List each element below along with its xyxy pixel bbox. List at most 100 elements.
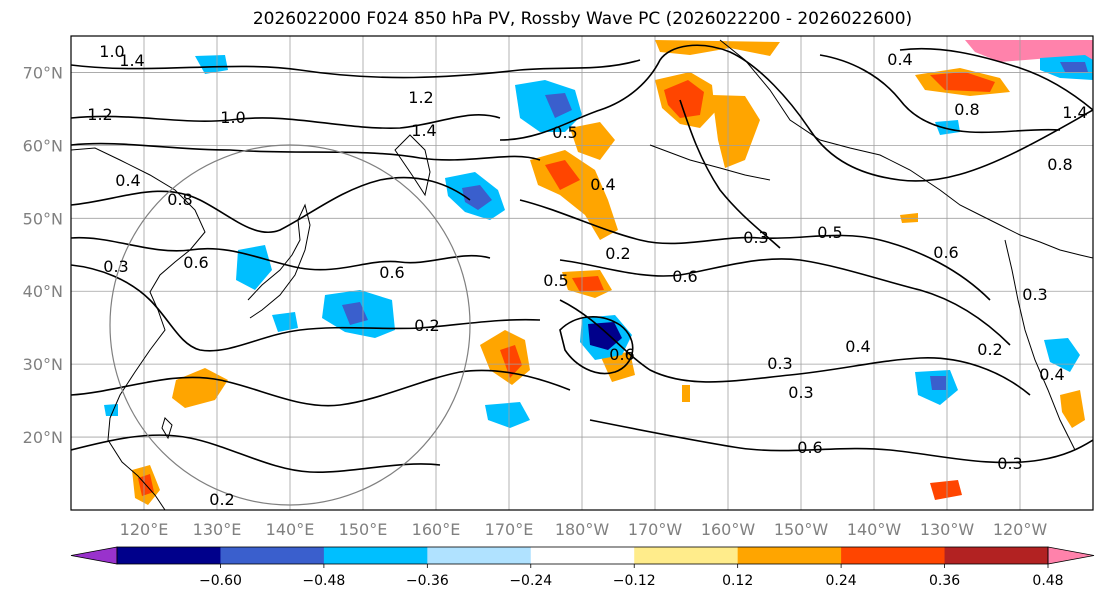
longitude-axis: 120°E 130°E 140°E 150°E 160°E 170°E 180°W 170°W… <box>120 520 1048 539</box>
colorbar-segment <box>944 547 1049 564</box>
contour-value-label: 1.4 <box>1062 103 1087 122</box>
negative-anomaly-patch <box>930 376 946 390</box>
contour-value-label: 0.3 <box>788 383 813 402</box>
contour-value-label: 1.2 <box>408 88 433 107</box>
contour-value-label: 0.3 <box>103 257 128 276</box>
contour-value-label: 0.6 <box>183 253 208 272</box>
pv-contour <box>71 142 541 161</box>
contour-labels: 1.01.41.2 1.01.21.40.40.80.60.30.20.60.20… <box>87 42 1087 509</box>
contour-value-label: 1.4 <box>411 121 436 140</box>
contour-value-label: 0.3 <box>997 454 1022 473</box>
contour-value-label: 0.4 <box>1039 365 1064 384</box>
negative-anomaly-patch <box>272 312 298 332</box>
colorbar-tick-label: −0.36 <box>406 573 449 589</box>
pv-contour <box>71 59 641 79</box>
pv-contours <box>71 44 1093 473</box>
pv-contour <box>71 114 501 129</box>
pv-contour <box>71 236 491 271</box>
colorbar: −0.60 −0.48 −0.36 −0.24 −0.12 0.12 0.24 0.36 0.4… <box>70 546 1095 589</box>
positive-anomaly-patch <box>572 276 604 292</box>
contour-value-label: 1.4 <box>119 51 144 70</box>
positive-anomaly-patch <box>930 480 962 500</box>
positive-anomaly-patch <box>545 160 580 190</box>
colorbar-extend-min <box>70 546 118 565</box>
longitude-label: 140°W <box>847 520 902 539</box>
pv-contour <box>589 419 1093 464</box>
colorbar-frame <box>116 546 1049 565</box>
longitude-label: 170°W <box>628 520 683 539</box>
contour-value-label: 0.4 <box>887 50 912 69</box>
pv-contour <box>679 99 781 249</box>
positive-anomaly-patch <box>570 122 615 160</box>
negative-anomaly-patch <box>485 402 530 428</box>
latitude-label: 20°N <box>23 428 63 447</box>
coastline-asia <box>71 147 206 510</box>
contour-value-label: 0.6 <box>609 345 634 364</box>
positive-anomaly-patch <box>664 80 704 118</box>
contour-value-label: 0.3 <box>1022 285 1047 304</box>
longitude-label: 140°E <box>266 520 315 539</box>
positive-anomaly-patch <box>930 72 995 92</box>
colorbar-tick-label: −0.60 <box>199 573 242 589</box>
coastline-taiwan <box>161 417 173 440</box>
colorbar-segment <box>220 547 325 564</box>
contour-value-label: 0.5 <box>543 271 568 290</box>
latitude-axis: 70°N 60°N 50°N 40°N 30°N 20°N <box>23 63 63 447</box>
longitude-label: 120°E <box>120 520 169 539</box>
contour-value-label: 0.6 <box>672 267 697 286</box>
pv-contour <box>899 47 1093 111</box>
contour-value-label: 0.8 <box>954 100 979 119</box>
colorbar-extend-max <box>1047 546 1095 565</box>
contour-value-label: 1.2 <box>87 105 112 124</box>
map-area: 1.01.41.2 1.01.21.40.40.80.60.30.20.60.20… <box>70 35 1094 511</box>
contour-value-label: 0.6 <box>379 263 404 282</box>
contour-value-label: 0.4 <box>845 337 870 356</box>
contour-value-label: 0.2 <box>605 244 630 263</box>
contour-value-label: 0.6 <box>797 438 822 457</box>
positive-anomaly-patch <box>712 95 760 168</box>
negative-anomaly-patch <box>1060 62 1088 72</box>
pv-contour <box>559 315 634 375</box>
colorbar-segment <box>427 547 532 564</box>
negative-anomaly-patch <box>1044 338 1080 372</box>
colorbar-tick-label: 0.24 <box>826 573 857 589</box>
longitude-label: 160°E <box>412 520 461 539</box>
colorbar-tick-label: −0.24 <box>509 573 552 589</box>
positive-anomaly-patch <box>500 345 522 378</box>
colorbar-tick-label: −0.12 <box>613 573 656 589</box>
colorbar-tick-label: 0.12 <box>722 573 753 589</box>
colorbar-segment <box>530 547 635 564</box>
coastline-aleutians <box>649 144 771 181</box>
positive-anomaly-patch <box>1060 390 1085 428</box>
coastline-kamchatka <box>394 134 431 197</box>
negative-anomaly-patch <box>342 302 368 325</box>
coastline-japan <box>247 203 311 319</box>
negative-anomaly-patch <box>195 55 228 74</box>
pv-contour <box>559 258 1011 346</box>
latitude-label: 30°N <box>23 355 63 374</box>
longitude-label: 180°W <box>555 520 610 539</box>
coastline-na-west <box>1004 239 1076 451</box>
contour-value-label: 0.5 <box>552 123 577 142</box>
pv-contour <box>71 264 541 352</box>
contour-value-label: 0.2 <box>414 316 439 335</box>
longitude-label: 150°E <box>339 520 388 539</box>
colorbar-segment <box>634 547 739 564</box>
pv-contour <box>71 369 571 407</box>
coastlines <box>71 39 1093 510</box>
latitude-label: 60°N <box>23 136 63 155</box>
shaded-pv-anomalies <box>104 40 1093 505</box>
coastline-alaska <box>719 39 1093 259</box>
contour-value-label: 0.3 <box>767 354 792 373</box>
contour-value-label: 1.0 <box>220 108 245 127</box>
pv-contour <box>559 299 1031 396</box>
negative-anomaly-patch <box>515 80 582 132</box>
latitude-label: 70°N <box>23 63 63 82</box>
negative-anomaly-patch <box>104 404 118 416</box>
pv-contour <box>519 199 991 301</box>
contour-value-label: 0.4 <box>590 175 615 194</box>
longitude-label: 120°W <box>993 520 1048 539</box>
latitude-label: 50°N <box>23 209 63 228</box>
positive-anomaly-patch <box>965 40 1093 62</box>
